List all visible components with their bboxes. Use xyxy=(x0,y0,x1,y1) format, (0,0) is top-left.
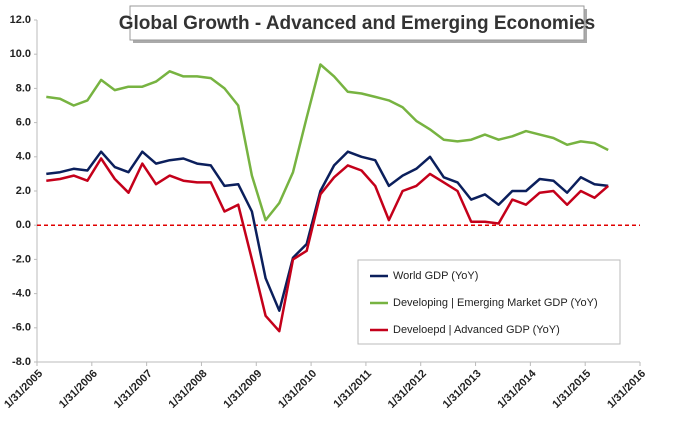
legend-frame xyxy=(357,259,621,345)
title-box: Global Growth - Advanced and Emerging Ec… xyxy=(119,5,595,43)
legend-label: Develoepd | Advanced GDP (YoY) xyxy=(393,324,560,336)
legend-label: World GDP (YoY) xyxy=(393,270,478,282)
legend-label: Developing | Emerging Market GDP (YoY) xyxy=(393,297,598,309)
y-tick-label: 10.0 xyxy=(10,48,31,60)
y-tick-label: -8.0 xyxy=(12,356,31,368)
y-tick-label: 2.0 xyxy=(16,185,31,197)
y-tick-label: 0.0 xyxy=(16,219,31,231)
series-line xyxy=(46,157,610,333)
y-tick-label: 6.0 xyxy=(16,117,31,129)
legend: World GDP (YoY) Developing | Emerging Mar… xyxy=(357,259,621,345)
chart-title: Global Growth - Advanced and Emerging Ec… xyxy=(119,13,595,34)
y-tick-label: -2.0 xyxy=(12,253,31,265)
y-tick-label: 4.0 xyxy=(16,151,31,163)
y-tick-label: 12.0 xyxy=(10,14,31,26)
series-line xyxy=(46,63,609,222)
y-tick-label: -4.0 xyxy=(12,288,31,300)
y-tick-label: -6.0 xyxy=(12,322,31,334)
series-line xyxy=(46,150,609,312)
title-frame xyxy=(129,5,585,41)
y-tick-label: 8.0 xyxy=(16,82,31,94)
